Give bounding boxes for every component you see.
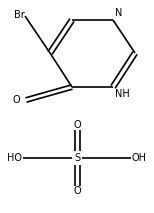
Text: O: O — [73, 120, 81, 130]
Text: OH: OH — [132, 153, 147, 163]
Text: NH: NH — [115, 89, 130, 99]
Text: S: S — [74, 153, 80, 163]
Text: Br: Br — [14, 10, 25, 20]
Text: O: O — [73, 186, 81, 196]
Text: HO: HO — [7, 153, 22, 163]
Text: N: N — [115, 8, 122, 18]
Text: O: O — [12, 95, 20, 105]
